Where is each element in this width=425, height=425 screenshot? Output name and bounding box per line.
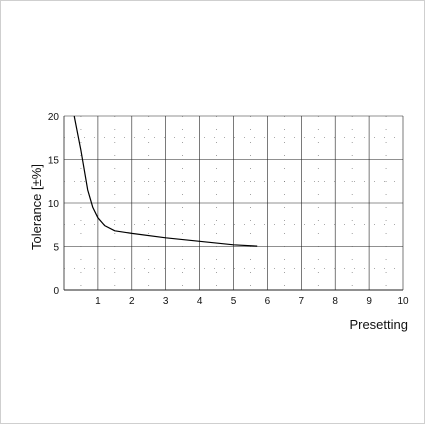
y-tick-label: 0	[53, 286, 59, 297]
grid	[63, 115, 404, 291]
series-line-0	[73, 115, 258, 247]
x-tick-label: 3	[163, 296, 169, 307]
y-tick-label: 10	[48, 199, 60, 210]
x-tick-label: 6	[265, 296, 271, 307]
x-tick-label: 8	[332, 296, 338, 307]
x-tick-label: 5	[231, 296, 237, 307]
x-tick-label: 2	[129, 296, 135, 307]
x-tick-label: 1	[95, 296, 101, 307]
x-tick-label: 7	[299, 296, 305, 307]
y-tick-label: 15	[48, 156, 60, 167]
x-tick-label: 4	[197, 296, 203, 307]
x-tick-label: 10	[397, 296, 409, 307]
x-axis-label: Presetting	[349, 317, 408, 332]
series-layer	[73, 115, 258, 247]
x-tick-label: 9	[366, 296, 372, 307]
y-tick-label: 20	[48, 112, 60, 123]
y-tick-label: 5	[53, 243, 59, 254]
tick-labels: 0 5 10 15 20 1 2 3 4 5 6 7 8 9 10	[48, 112, 409, 307]
y-axis-label: Tolerance [±%]	[29, 164, 44, 250]
